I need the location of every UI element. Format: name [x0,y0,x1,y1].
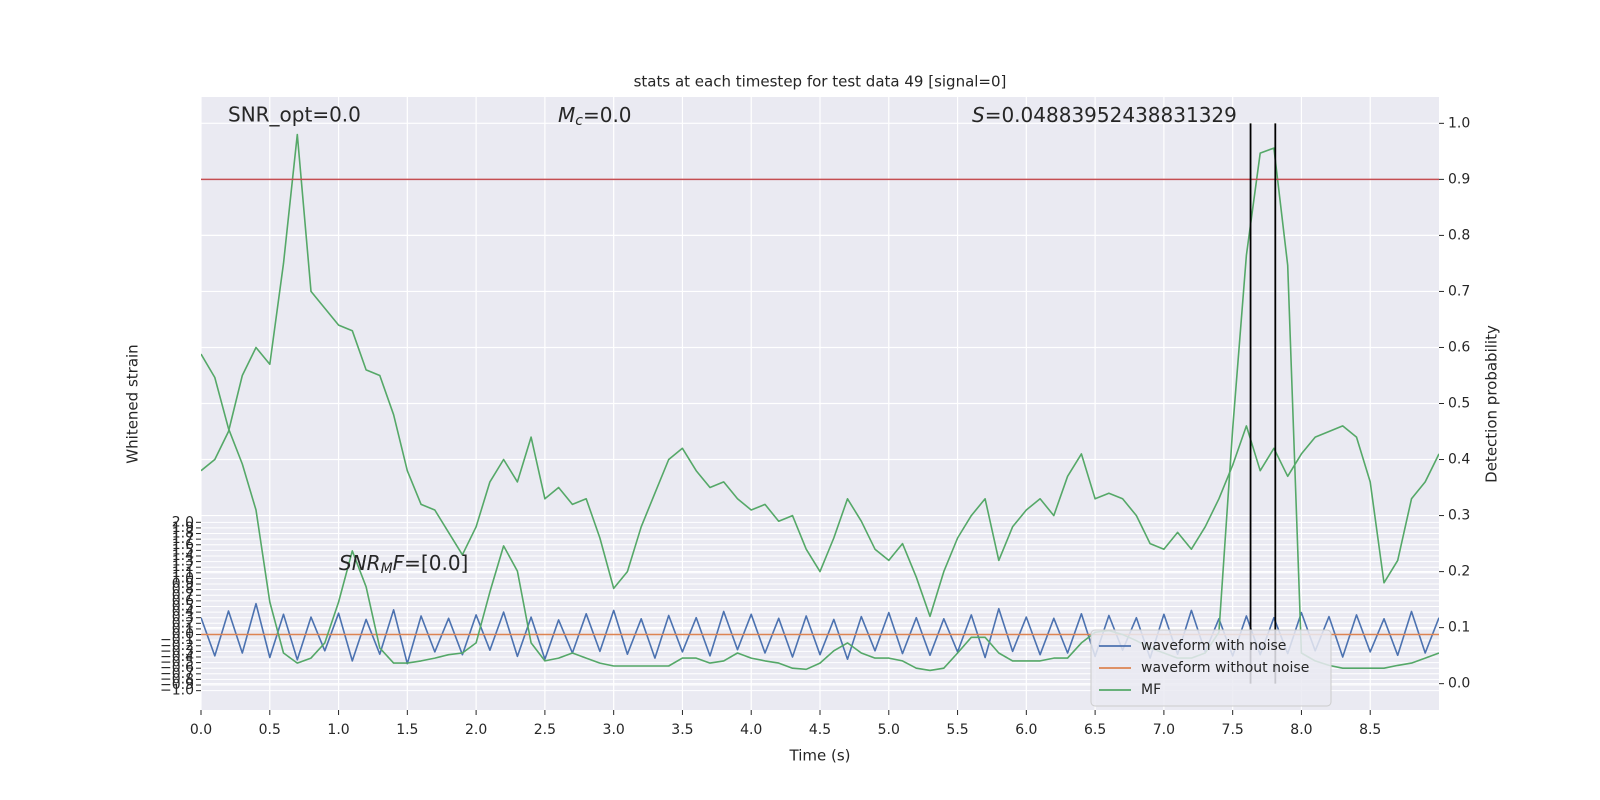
y-tick-label: 1.0 [172,570,194,586]
annotation: Mc=0.0 [558,103,632,130]
y2-tick-label: 0.0 [1448,676,1470,692]
y2-tick-label: 0.6 [1448,339,1470,355]
x-tick-label: 6.0 [1015,722,1037,738]
annotation-part: =0.04883952438831329 [985,103,1237,127]
series-line [201,133,1439,618]
x-axis-label: Time (s) [789,747,851,765]
x-tick-label: 7.5 [1222,722,1244,738]
x-tick-label: 0.5 [259,722,281,738]
y-tick-label: 0.8 [172,582,194,598]
x-tick-label: 8.0 [1290,722,1312,738]
y-tick-label: 0.4 [172,604,194,620]
y2-axis-label: Detection probability [1483,325,1501,483]
y-tick-label: 1.9 [172,520,194,536]
y-tick-label: −0.7 [160,666,194,682]
x-tick-label: 3.5 [671,722,693,738]
y-tick-label: 1.6 [172,537,194,553]
y-tick-label: −0.1 [160,632,194,648]
x-tick-label: 3.0 [603,722,625,738]
x-tick-label: 5.5 [946,722,968,738]
y-tick-label: −0.4 [160,649,194,665]
annotation-part: S [972,103,985,127]
y-tick-label: 1.1 [172,565,194,581]
y-tick-label: −0.9 [160,677,194,693]
y2-tick-label: 0.8 [1448,227,1470,243]
legend-box [1090,629,1332,707]
legend-label: waveform with noise [1141,638,1286,654]
y-tick-label: 1.5 [172,542,194,558]
y-axis-label: Whitened strain [124,344,142,463]
x-tick-label: 1.5 [396,722,418,738]
y-tick-label: 0.6 [172,593,194,609]
y-tick-label: −0.2 [160,638,194,654]
y2-tick-label: 1.0 [1448,115,1470,131]
y-tick-label: −1.0 [160,683,194,699]
legend-label: waveform without noise [1141,660,1309,676]
y-tick-label: 0.9 [172,576,194,592]
x-tick-label: 6.5 [1084,722,1106,738]
x-tick-label: 8.5 [1359,722,1381,738]
annotation: SNRMF=[0.0] [339,551,468,578]
y-tick-label: −0.5 [160,655,194,671]
y-tick-label: 1.7 [172,531,194,547]
annotation: S=0.04883952438831329 [972,103,1237,127]
y-tick-label: 0.7 [172,587,194,603]
x-tick-label: 2.0 [465,722,487,738]
x-tick-label: 5.0 [878,722,900,738]
series-line [201,147,1439,672]
y-tick-label: 0.0 [172,627,194,643]
y-tick-label: 0.1 [172,621,194,637]
annotation-part: SNR [339,551,381,575]
y-tick-label: −0.8 [160,671,194,687]
annotation-part: c [575,113,583,129]
y2-tick-label: 0.4 [1448,452,1470,468]
y-tick-label: 1.3 [172,554,194,570]
y-tick-label: 0.2 [172,615,194,631]
x-tick-label: 1.0 [327,722,349,738]
legend-label: MF [1141,682,1161,698]
x-tick-label: 4.0 [740,722,762,738]
annotation-part: =0.0 [583,103,632,127]
y2-tick-label: 0.7 [1448,283,1470,299]
y-tick-label: 1.8 [172,526,194,542]
x-tick-label: 0.0 [190,722,212,738]
y2-tick-label: 0.5 [1448,396,1470,412]
annotation-part: =[0.0] [404,551,468,575]
annotation-part: M [558,103,575,127]
annotation: SNR_opt=0.0 [228,103,361,127]
y-tick-label: 1.4 [172,548,194,564]
legend: waveform with noise waveform without nois… [1090,629,1332,707]
y2-tick-label: 0.2 [1448,564,1470,580]
y-tick-label: 0.5 [172,598,194,614]
annotation-part: F [393,551,405,575]
chart-title: stats at each timestep for test data 49 … [634,73,1007,91]
x-tick-label: 7.0 [1153,722,1175,738]
y2-tick-label: 0.9 [1448,171,1470,187]
y2-tick-label: 0.1 [1448,620,1470,636]
y-tick-label: −0.6 [160,660,194,676]
y-tick-label: 1.2 [172,559,194,575]
y-tick-label: 0.3 [172,610,194,626]
y2-tick-label: 0.3 [1448,508,1470,524]
x-tick-label: 4.5 [809,722,831,738]
y-tick-label: −0.3 [160,643,194,659]
x-tick-label: 2.5 [534,722,556,738]
y-tick-label: 2.0 [172,514,194,530]
annotation-part: M [381,561,393,577]
